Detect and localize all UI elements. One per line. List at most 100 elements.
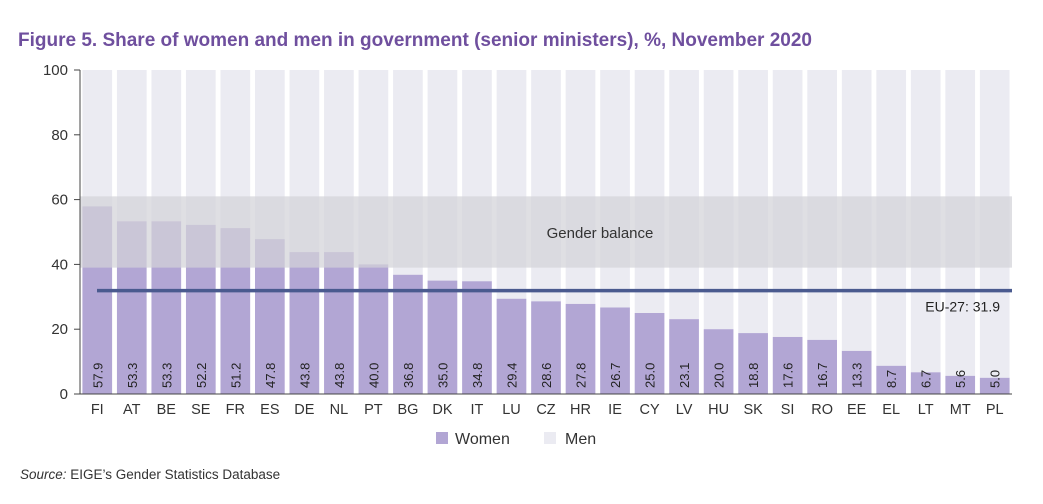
- source-text: EIGE’s Gender Statistics Database: [66, 467, 281, 482]
- bar-women-el: [876, 365, 907, 394]
- y-tick-label-0: 0: [60, 386, 68, 403]
- bar-women-lv: [669, 319, 699, 394]
- data-label-ro: 16.7: [815, 363, 830, 388]
- bar-men-fi: [82, 70, 113, 207]
- x-tick-label-el: EL: [882, 402, 900, 418]
- data-label-at: 53.3: [125, 363, 140, 388]
- data-label-pt: 40.0: [366, 363, 381, 388]
- x-tick-label-ro: RO: [811, 402, 833, 418]
- bar-men-cy: [634, 70, 665, 313]
- bar-men-be: [151, 70, 182, 222]
- bar-women-dk: [427, 280, 458, 394]
- data-label-fr: 51.2: [228, 363, 243, 388]
- x-tick-label-it: IT: [471, 402, 484, 418]
- data-label-lv: 23.1: [677, 363, 692, 388]
- x-tick-label-sk: SK: [743, 402, 763, 418]
- x-tick-label-ee: EE: [847, 402, 867, 418]
- bar-women-hr: [565, 303, 596, 394]
- data-label-bg: 36.8: [401, 363, 416, 388]
- x-tick-label-cy: CY: [639, 402, 659, 418]
- source-note: Source: EIGE’s Gender Statistics Databas…: [20, 467, 280, 482]
- x-tick-label-lv: LV: [676, 402, 693, 418]
- gender-balance-label: Gender balance: [547, 225, 654, 242]
- data-label-it: 34.8: [470, 363, 485, 388]
- bar-men-at: [116, 70, 147, 222]
- bar-women-lu: [496, 298, 527, 394]
- y-tick-label-20: 20: [51, 321, 68, 338]
- data-label-hr: 27.8: [574, 363, 589, 388]
- data-label-pl: 5.0: [988, 370, 1003, 388]
- chart-title: Figure 5. Share of women and men in gove…: [18, 30, 812, 51]
- bar-women-bg: [393, 274, 423, 394]
- data-label-de: 43.8: [297, 363, 312, 388]
- gender-balance-band: [80, 196, 1012, 268]
- x-tick-label-bg: BG: [397, 402, 418, 418]
- data-label-se: 52.2: [194, 363, 209, 388]
- y-tick-label-80: 80: [51, 127, 68, 144]
- data-label-dk: 35.0: [435, 363, 450, 388]
- x-tick-label-se: SE: [191, 402, 211, 418]
- x-tick-label-dk: DK: [432, 402, 452, 418]
- data-label-ie: 26.7: [608, 363, 623, 388]
- data-label-ee: 13.3: [850, 363, 865, 388]
- data-label-fi: 57.9: [90, 363, 105, 388]
- legend-label-men: Men: [565, 431, 596, 448]
- bar-women-mt: [945, 375, 976, 394]
- x-tick-label-hu: HU: [708, 402, 729, 418]
- bar-men-ie: [600, 70, 630, 308]
- legend-swatch-men: [544, 432, 556, 444]
- y-tick-label-60: 60: [51, 192, 68, 209]
- data-label-hu: 20.0: [712, 363, 727, 388]
- data-label-be: 53.3: [159, 363, 174, 388]
- x-tick-label-fi: FI: [91, 402, 104, 418]
- bar-women-sk: [738, 333, 768, 394]
- data-label-mt: 5.6: [953, 370, 968, 388]
- bar-women-cy: [634, 313, 665, 394]
- data-label-es: 47.8: [263, 363, 278, 388]
- x-tick-label-de: DE: [294, 402, 314, 418]
- source-label: Source:: [20, 467, 67, 482]
- x-tick-label-pl: PL: [986, 402, 1004, 418]
- bar-women-si: [772, 336, 803, 394]
- x-tick-label-pt: PT: [364, 402, 383, 418]
- data-label-el: 8.7: [884, 370, 899, 388]
- bar-women-ie: [600, 307, 630, 394]
- data-label-nl: 43.8: [332, 363, 347, 388]
- x-tick-label-es: ES: [260, 402, 279, 418]
- x-tick-label-lt: LT: [918, 402, 934, 418]
- x-tick-label-ie: IE: [608, 402, 622, 418]
- bar-women-cz: [531, 301, 561, 394]
- x-tick-label-lu: LU: [502, 402, 521, 418]
- bar-women-ee: [841, 350, 872, 394]
- x-tick-label-fr: FR: [226, 402, 245, 418]
- bar-men-hr: [565, 70, 596, 304]
- x-tick-label-be: BE: [157, 402, 177, 418]
- eu27-reference-label: EU-27: 31.9: [925, 299, 1000, 315]
- x-tick-label-at: AT: [123, 402, 141, 418]
- data-label-cz: 28.6: [539, 363, 554, 388]
- x-tick-label-nl: NL: [330, 402, 349, 418]
- data-label-lt: 6.7: [919, 370, 934, 388]
- data-label-sk: 18.8: [746, 363, 761, 388]
- bar-women-pl: [979, 377, 1010, 394]
- data-label-si: 17.6: [781, 363, 796, 388]
- x-tick-label-mt: MT: [950, 402, 971, 418]
- bar-men-lv: [669, 70, 699, 320]
- bar-women-nl: [324, 252, 354, 394]
- data-label-lu: 29.4: [504, 363, 519, 388]
- legend-label-women: Women: [455, 431, 510, 448]
- y-tick-label-100: 100: [43, 62, 68, 79]
- bar-women-de: [289, 252, 320, 394]
- y-tick-label-40: 40: [51, 256, 68, 273]
- x-tick-label-hr: HR: [570, 402, 591, 418]
- x-tick-label-si: SI: [781, 402, 795, 418]
- bar-women-pt: [358, 264, 389, 394]
- data-label-cy: 25.0: [643, 363, 658, 388]
- x-tick-label-cz: CZ: [536, 402, 555, 418]
- bar-women-ro: [807, 339, 837, 394]
- bar-women-hu: [703, 329, 734, 394]
- bar-women-lt: [910, 372, 941, 394]
- bar-women-it: [462, 281, 492, 394]
- legend-swatch-women: [436, 432, 448, 444]
